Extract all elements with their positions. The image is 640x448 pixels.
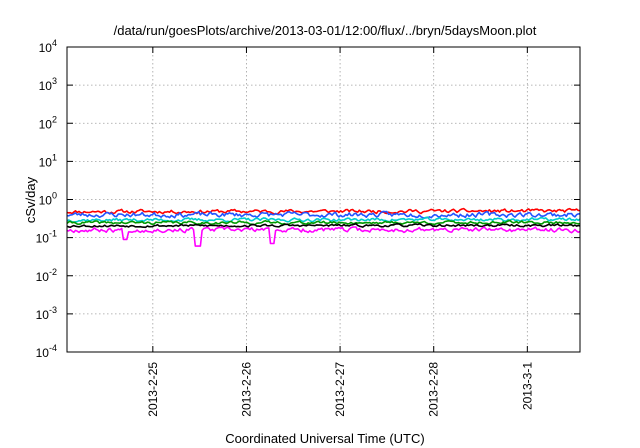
y-tick-base: 10 [39, 117, 53, 131]
y-tick-exponent: -1 [49, 229, 57, 239]
y-tick-base: 10 [36, 270, 50, 284]
series-line-0 [66, 207, 580, 215]
y-tick-exponent: 4 [52, 38, 57, 48]
y-tick-label: 10-3 [36, 305, 57, 322]
y-tick-exponent: 1 [52, 152, 57, 162]
y-tick-exponent: -2 [49, 267, 57, 277]
series-line-3 [66, 219, 581, 226]
x-axis-label: Coordinated Universal Time (UTC) [225, 431, 424, 446]
y-tick-exponent: 3 [52, 76, 57, 86]
y-tick-label: 100 [39, 191, 57, 208]
plot-frame [66, 46, 581, 353]
x-tick-label: 2013-2-26 [239, 362, 253, 417]
y-tick-label: 104 [39, 38, 57, 55]
y-tick-base: 10 [39, 194, 53, 208]
y-tick-label: 103 [39, 76, 57, 93]
plot-area [66, 207, 581, 247]
y-tick-base: 10 [36, 232, 50, 246]
y-tick-exponent: -3 [49, 305, 57, 315]
y-tick-exponent: -4 [49, 343, 57, 353]
x-tick-label: 2013-2-27 [333, 362, 347, 417]
y-tick-exponent: 2 [52, 114, 57, 124]
chart-title: /data/run/goesPlots/archive/2013-03-01/1… [114, 23, 537, 38]
y-tick-base: 10 [36, 308, 50, 322]
grid [67, 46, 580, 353]
series-line-2 [66, 216, 581, 223]
axes: 10410310210110010-110-210-310-42013-2-25… [36, 38, 581, 417]
y-tick-label: 10-4 [36, 343, 57, 360]
x-tick-label: 2013-2-28 [427, 362, 441, 417]
y-tick-base: 10 [39, 79, 53, 93]
series-line-4 [66, 223, 581, 229]
y-axis-label: cSv/day [23, 176, 38, 223]
y-tick-label: 102 [39, 114, 57, 131]
y-tick-label: 10-1 [36, 229, 57, 246]
series-line-5 [66, 226, 581, 247]
y-tick-base: 10 [39, 155, 53, 169]
series-line-1 [66, 210, 581, 219]
x-tick-label: 2013-3-1 [520, 362, 534, 410]
y-tick-label: 101 [39, 152, 57, 169]
x-tick-label: 2013-2-25 [146, 362, 160, 417]
y-tick-base: 10 [39, 41, 53, 55]
y-tick-label: 10-2 [36, 267, 57, 284]
y-tick-base: 10 [36, 346, 50, 360]
y-tick-exponent: 0 [52, 191, 57, 201]
